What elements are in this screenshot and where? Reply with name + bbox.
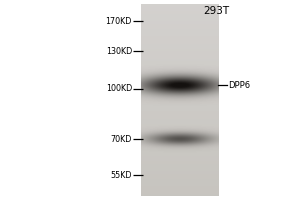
Text: 55KD: 55KD bbox=[110, 170, 132, 180]
Text: 293T: 293T bbox=[203, 6, 229, 16]
Text: 130KD: 130KD bbox=[106, 46, 132, 55]
Text: DPP6: DPP6 bbox=[228, 81, 250, 90]
Text: 70KD: 70KD bbox=[111, 134, 132, 144]
Text: 100KD: 100KD bbox=[106, 84, 132, 93]
Text: 170KD: 170KD bbox=[106, 17, 132, 25]
